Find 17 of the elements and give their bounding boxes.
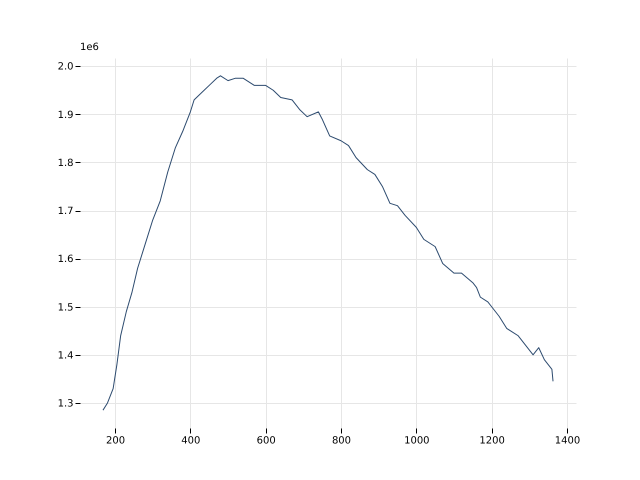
x-tick-label: 1000 (404, 436, 430, 446)
x-tick-label: 1400 (554, 436, 580, 446)
y-tick-label: 1.8 (58, 158, 74, 169)
y-tick-label: 2.0 (58, 62, 74, 73)
y-tick-label: 1.4 (58, 350, 74, 362)
y-tick-label: 1.3 (58, 398, 74, 410)
y-tick-label: 1.9 (58, 110, 74, 121)
y-tick-label: 1.6 (58, 254, 74, 266)
text: 1e6 (80, 42, 99, 53)
x-tick-label: 800 (332, 436, 352, 446)
x-tick-label: 200 (106, 436, 126, 446)
line-series (102, 75, 554, 411)
x-tick-label: 1200 (479, 436, 505, 446)
y-tick-label: 1.7 (58, 206, 74, 218)
y-tick-label: 1.5 (58, 302, 74, 314)
x-tick-label: 400 (181, 436, 200, 446)
x-tick-label: 600 (256, 436, 276, 446)
